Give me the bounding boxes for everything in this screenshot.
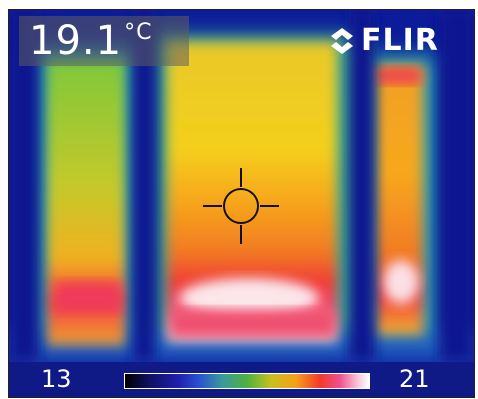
color-scale-gradient <box>124 373 370 389</box>
spot-temperature-value: 19.1 <box>29 18 123 64</box>
window-mullions <box>9 10 474 362</box>
right-window-panel <box>375 65 423 335</box>
left-window-panel <box>47 60 125 345</box>
scale-min-value: 13 <box>41 365 72 393</box>
thermal-viewer: 19.1°C FLIR 13 21 <box>8 9 475 398</box>
flir-logo: FLIR <box>327 24 439 58</box>
flir-logo-icon <box>331 28 353 54</box>
spot-temperature-readout: 19.1°C <box>29 18 152 64</box>
thermal-image <box>9 10 474 397</box>
brand-name: FLIR <box>361 23 439 58</box>
temperature-scale-bar: 13 21 <box>9 362 474 397</box>
temperature-readout-box <box>19 16 189 66</box>
scale-max-value: 21 <box>399 365 430 393</box>
temperature-unit: °C <box>124 20 153 45</box>
crosshair-icon <box>203 168 279 244</box>
